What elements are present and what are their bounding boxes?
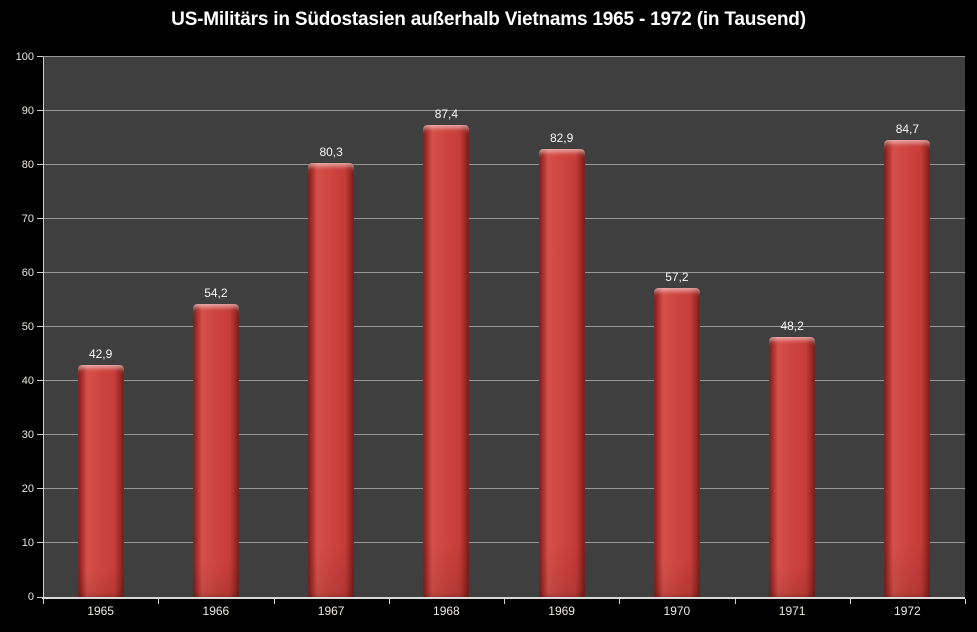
x-axis-tick-8 — [965, 599, 966, 604]
gridline-y-40 — [43, 380, 965, 381]
gridline-y-30 — [43, 434, 965, 435]
x-axis-tick-5 — [619, 599, 620, 604]
y-axis-tick-label-0: 0 — [27, 591, 34, 603]
x-axis-tick-4 — [504, 599, 505, 604]
bar-1967 — [308, 163, 355, 597]
x-axis-label-1971: 1971 — [778, 604, 806, 618]
y-axis-tick-label-60: 60 — [21, 267, 34, 279]
y-axis-tick-label-80: 80 — [21, 159, 34, 171]
y-axis-tick-70 — [37, 218, 43, 219]
bar-1971 — [769, 336, 816, 597]
x-axis-label-1972: 1972 — [894, 604, 921, 618]
y-axis-tick-label-90: 90 — [21, 105, 34, 117]
bar-1965 — [77, 365, 124, 597]
x-axis-label-1966: 1966 — [202, 604, 230, 618]
y-axis-tick-label-100: 100 — [15, 51, 34, 63]
bar-value-label-1971: 48,2 — [780, 318, 804, 333]
x-axis-label-1970: 1970 — [663, 604, 691, 618]
y-axis-tick-40 — [37, 380, 43, 381]
x-axis-tick-7 — [850, 599, 851, 604]
x-axis-tick-3 — [389, 599, 390, 604]
y-axis-tick-60 — [37, 272, 43, 273]
bar-value-label-1967: 80,3 — [319, 145, 343, 160]
y-axis-tick-80 — [37, 164, 43, 165]
bar-1966 — [192, 304, 239, 597]
gridline-y-10 — [43, 542, 965, 543]
gridline-y-70 — [43, 218, 965, 219]
gridline-y-100 — [43, 56, 965, 57]
y-axis-line — [43, 57, 44, 598]
y-axis-tick-10 — [37, 542, 43, 543]
y-axis-tick-label-40: 40 — [21, 375, 34, 387]
gridline-y-90 — [43, 110, 965, 111]
x-axis-label-1968: 1968 — [433, 604, 460, 618]
y-axis-tick-50 — [37, 326, 43, 327]
gridline-y-80 — [43, 164, 965, 165]
x-axis-tick-6 — [735, 599, 736, 604]
bar-1972 — [884, 139, 931, 597]
bar-1969 — [538, 149, 585, 597]
gridline-y-50 — [43, 326, 965, 327]
y-axis-tick-label-50: 50 — [21, 321, 34, 333]
x-axis-line — [42, 597, 965, 599]
x-axis-tick-2 — [274, 599, 275, 604]
y-axis-tick-100 — [37, 56, 43, 57]
x-axis-label-1965: 1965 — [87, 604, 114, 618]
y-axis-tick-0 — [37, 597, 43, 598]
plot-area — [43, 56, 965, 597]
x-axis-tick-1 — [158, 599, 159, 604]
y-axis-tick-label-30: 30 — [21, 429, 34, 441]
bar-1970 — [653, 288, 700, 597]
bar-value-label-1969: 82,9 — [549, 131, 574, 146]
y-axis-tick-90 — [37, 110, 43, 111]
bar-value-label-1966: 54,2 — [204, 286, 228, 301]
gridline-y-20 — [43, 488, 965, 489]
bar-value-label-1965: 42,9 — [88, 347, 113, 362]
y-axis-tick-30 — [37, 434, 43, 435]
chart-title: US-Militärs in Südostasien außerhalb Vie… — [171, 9, 806, 30]
gridline-y-60 — [43, 272, 965, 273]
y-axis-tick-label-70: 70 — [21, 213, 34, 225]
bar-value-label-1968: 87,4 — [434, 107, 459, 122]
bar-value-label-1972: 84,7 — [895, 121, 920, 136]
y-axis-tick-label-10: 10 — [21, 537, 34, 549]
y-axis-tick-label-20: 20 — [21, 483, 34, 495]
bar-1968 — [423, 125, 470, 597]
x-axis-label-1967: 1967 — [317, 604, 345, 618]
x-axis-tick-0 — [43, 599, 44, 604]
y-axis-tick-20 — [37, 488, 43, 489]
bar-value-label-1970: 57,2 — [665, 270, 689, 285]
x-axis-label-1969: 1969 — [548, 604, 575, 618]
